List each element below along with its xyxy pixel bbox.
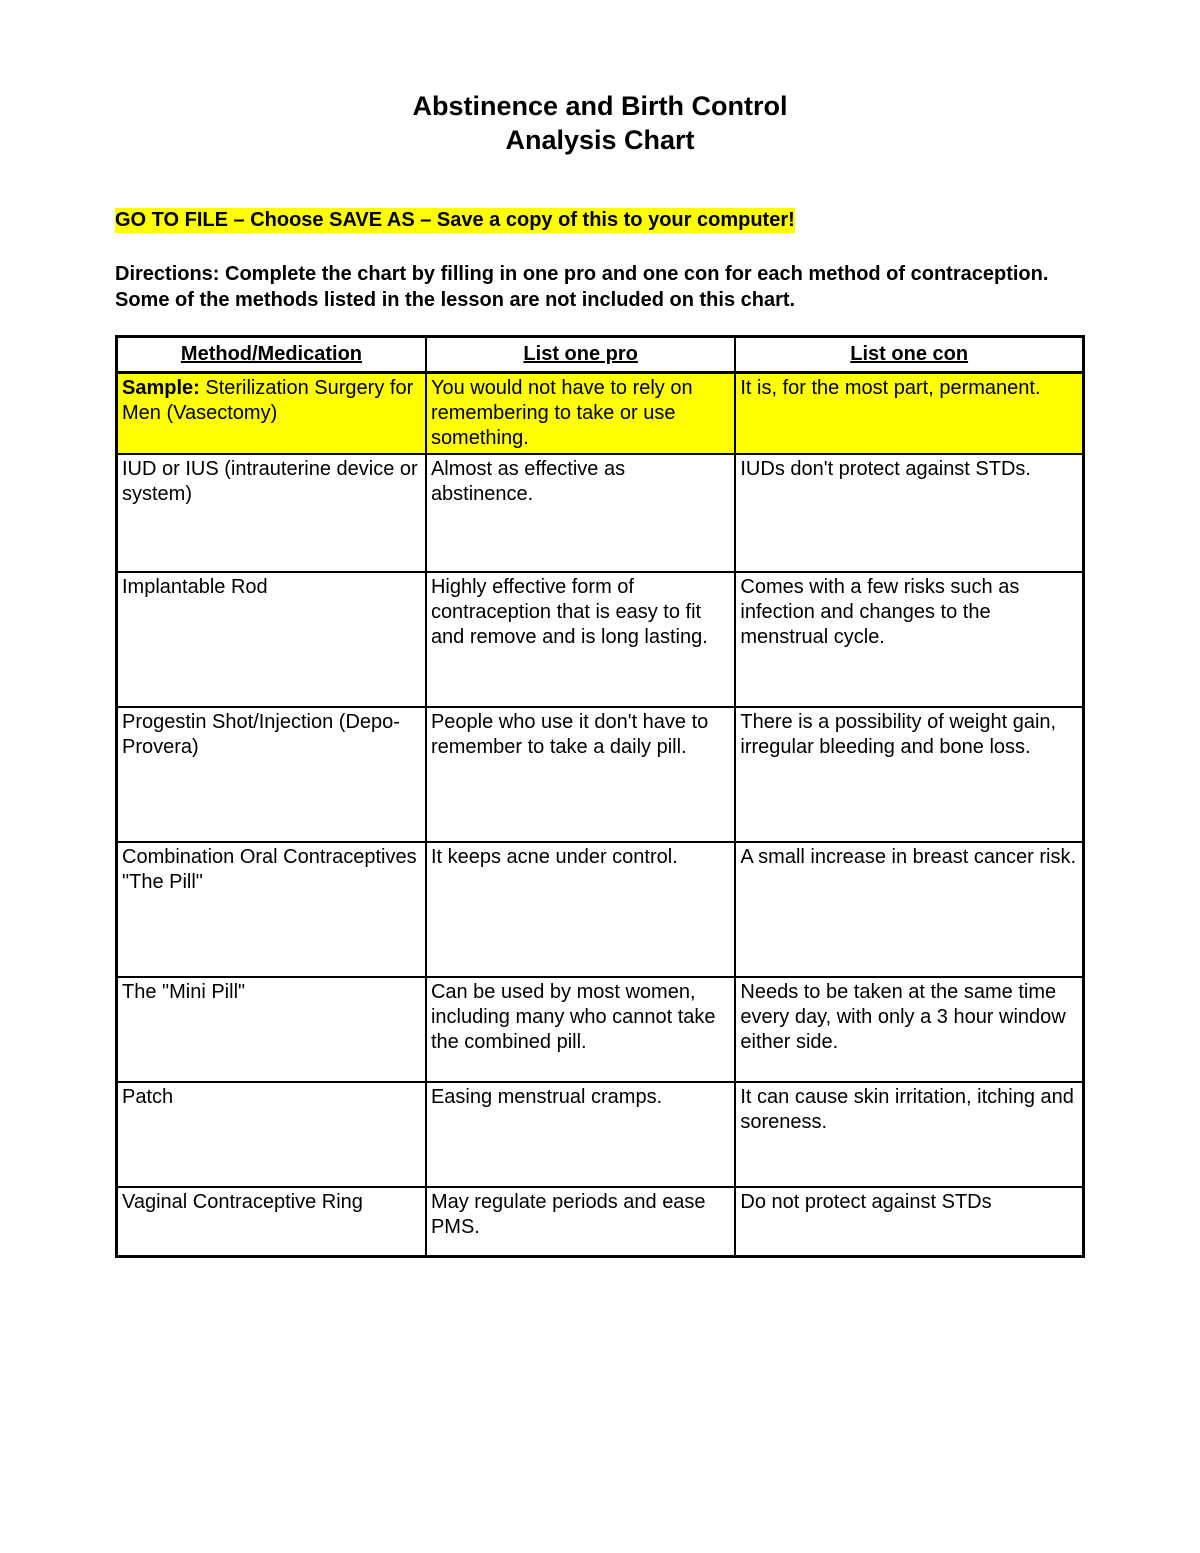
- save-instruction: GO TO FILE – Choose SAVE AS – Save a cop…: [115, 208, 795, 233]
- method-cell: Progestin Shot/Injection (Depo-Provera): [117, 707, 426, 842]
- table-row: Vaginal Contraceptive Ring May regulate …: [117, 1187, 1084, 1257]
- table-row: The "Mini Pill" Can be used by most wome…: [117, 977, 1084, 1082]
- pro-cell: May regulate periods and ease PMS.: [426, 1187, 735, 1257]
- sample-con-cell: It is, for the most part, permanent.: [735, 372, 1083, 454]
- method-cell: Combination Oral Contraceptives "The Pil…: [117, 842, 426, 977]
- con-cell: It can cause skin irritation, itching an…: [735, 1082, 1083, 1187]
- pro-cell: Almost as effective as abstinence.: [426, 454, 735, 572]
- sample-method-cell: Sample: Sterilization Surgery for Men (V…: [117, 372, 426, 454]
- sample-row: Sample: Sterilization Surgery for Men (V…: [117, 372, 1084, 454]
- method-cell: The "Mini Pill": [117, 977, 426, 1082]
- header-method: Method/Medication: [117, 336, 426, 372]
- title-block: Abstinence and Birth Control Analysis Ch…: [115, 90, 1085, 158]
- table-row: Combination Oral Contraceptives "The Pil…: [117, 842, 1084, 977]
- method-cell: IUD or IUS (intrauterine device or syste…: [117, 454, 426, 572]
- method-cell: Implantable Rod: [117, 572, 426, 707]
- document-page: Abstinence and Birth Control Analysis Ch…: [0, 0, 1200, 1458]
- table-row: Implantable Rod Highly effective form of…: [117, 572, 1084, 707]
- con-cell: IUDs don't protect against STDs.: [735, 454, 1083, 572]
- method-cell: Vaginal Contraceptive Ring: [117, 1187, 426, 1257]
- pro-cell: Easing menstrual cramps.: [426, 1082, 735, 1187]
- pro-cell: Can be used by most women, including man…: [426, 977, 735, 1082]
- table-row: IUD or IUS (intrauterine device or syste…: [117, 454, 1084, 572]
- pro-cell: Highly effective form of contraception t…: [426, 572, 735, 707]
- pro-cell: People who use it don't have to remember…: [426, 707, 735, 842]
- con-cell: Needs to be taken at the same time every…: [735, 977, 1083, 1082]
- directions-text: Directions: Complete the chart by fillin…: [115, 261, 1085, 313]
- con-cell: There is a possibility of weight gain, i…: [735, 707, 1083, 842]
- con-cell: Do not protect against STDs: [735, 1187, 1083, 1257]
- header-con: List one con: [735, 336, 1083, 372]
- table-row: Progestin Shot/Injection (Depo-Provera) …: [117, 707, 1084, 842]
- table-row: Patch Easing menstrual cramps. It can ca…: [117, 1082, 1084, 1187]
- sample-label: Sample:: [122, 377, 200, 399]
- sample-pro-cell: You would not have to rely on rememberin…: [426, 372, 735, 454]
- table-body: Sample: Sterilization Surgery for Men (V…: [117, 372, 1084, 1257]
- analysis-chart-table: Method/Medication List one pro List one …: [115, 335, 1085, 1259]
- con-cell: Comes with a few risks such as infection…: [735, 572, 1083, 707]
- con-cell: A small increase in breast cancer risk.: [735, 842, 1083, 977]
- method-cell: Patch: [117, 1082, 426, 1187]
- title-line-2: Analysis Chart: [115, 124, 1085, 158]
- table-header-row: Method/Medication List one pro List one …: [117, 336, 1084, 372]
- header-pro: List one pro: [426, 336, 735, 372]
- title-line-1: Abstinence and Birth Control: [115, 90, 1085, 124]
- pro-cell: It keeps acne under control.: [426, 842, 735, 977]
- save-instruction-wrapper: GO TO FILE – Choose SAVE AS – Save a cop…: [115, 208, 1085, 261]
